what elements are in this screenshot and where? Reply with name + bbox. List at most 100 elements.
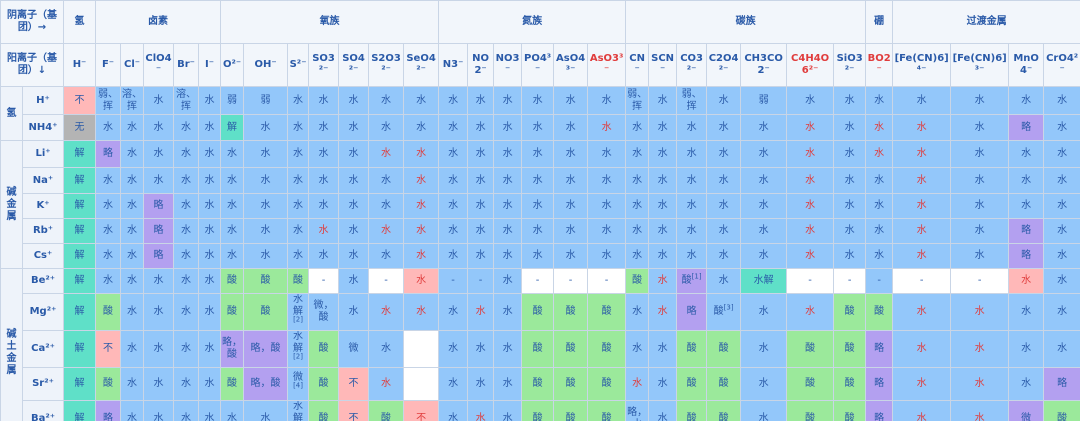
solubility-cell: 水 xyxy=(1043,86,1080,115)
solubility-cell: 水 xyxy=(625,140,650,168)
solubility-cell: 水 xyxy=(95,218,122,244)
solubility-cell: 水 xyxy=(892,140,952,168)
cation-row: Ca²⁺ 解不水水水水略，酸 略，酸 水解[2] 酸微水水水水酸酸酸水水酸酸水酸酸略水水… xyxy=(1,330,1080,368)
solubility-cell: 水 xyxy=(143,400,175,421)
solubility-cell: 水 xyxy=(706,268,742,294)
solubility-cell: 水 xyxy=(892,114,952,141)
solubility-cell: 水 xyxy=(493,243,523,269)
solubility-cell: 水 xyxy=(198,114,222,141)
solubility-cell: 水 xyxy=(706,218,742,244)
solubility-cell: 水 xyxy=(553,86,589,115)
solubility-cell: 水 xyxy=(553,114,589,141)
solubility-cell: 水 xyxy=(120,167,145,194)
solubility-cell: 水 xyxy=(198,167,222,194)
solubility-cell: 水 xyxy=(521,140,555,168)
solubility-cell: 水 xyxy=(950,243,1010,269)
solubility-cell: 水 xyxy=(1008,268,1045,294)
solubility-cell: 水 xyxy=(403,293,440,331)
solubility-cell: 酸 xyxy=(220,268,245,294)
solubility-cell: 水 xyxy=(648,86,678,115)
solubility-cell: 酸 xyxy=(706,400,742,421)
solubility-cell: 水 xyxy=(287,114,310,141)
solubility-cell: 水 xyxy=(1008,167,1045,194)
solubility-cell: 水 xyxy=(403,140,440,168)
solubility-cell: 水 xyxy=(648,243,678,269)
solubility-cell: 水 xyxy=(368,293,405,331)
solubility-cell: 水 xyxy=(287,167,310,194)
solubility-cell: 水 xyxy=(403,114,440,141)
solubility-cell: 水 xyxy=(740,167,788,194)
solubility-cell: 水 xyxy=(243,193,289,219)
cation-row: Ba²⁺解略水水水水水水水解[2]酸不酸不水水水酸酸酸略，水水酸酸水酸酸略水水微… xyxy=(1,400,1080,421)
solubility-cell: 水 xyxy=(786,218,835,244)
solubility-cell: 水 xyxy=(1043,268,1080,294)
solubility-cell: 水 xyxy=(950,140,1010,168)
solubility-cell: 水 xyxy=(403,86,440,115)
solubility-cell: 水 xyxy=(786,167,835,194)
anion: H⁻ xyxy=(63,43,97,87)
solubility-cell: 水 xyxy=(892,167,952,194)
solubility-cell: 水 xyxy=(143,293,175,331)
solubility-cell: 水 xyxy=(833,218,867,244)
solubility-cell: 水 xyxy=(467,167,495,194)
solubility-cell: 水 xyxy=(308,218,340,244)
solubility-cell: 水 xyxy=(493,367,523,401)
solubility-cell: 水 xyxy=(120,400,145,421)
solubility-cell: 水 xyxy=(706,193,742,219)
solubility-cell: 水 xyxy=(493,268,523,294)
solubility-cell: 水 xyxy=(833,243,867,269)
solubility-cell: 水 xyxy=(243,243,289,269)
solubility-cell: 水 xyxy=(198,330,222,368)
solubility-cell: 水 xyxy=(1043,140,1080,168)
anion: BO2⁻ xyxy=(865,43,894,87)
solubility-cell: 酸 xyxy=(706,367,742,401)
solubility-cell: 水 xyxy=(553,193,589,219)
solubility-cell: 水 xyxy=(676,140,708,168)
solubility-cell: 水 xyxy=(493,218,523,244)
cation-row: Sr²⁺ 解酸水水水水酸略，酸 微[4] 酸不水水水水酸酸酸水水酸酸水酸酸略水水水略 xyxy=(1,367,1080,401)
solubility-cell: 水 xyxy=(308,167,340,194)
solubility-cell: 酸 xyxy=(786,367,835,401)
solubility-cell: 略 xyxy=(865,330,894,368)
solubility-cell: 水 xyxy=(173,167,200,194)
solubility-cell: 水 xyxy=(892,243,952,269)
solubility-cell: 水 xyxy=(368,114,405,141)
solubility-cell: 水 xyxy=(467,193,495,219)
solubility-cell: 水 xyxy=(706,167,742,194)
solubility-cell: 水 xyxy=(676,193,708,219)
solubility-cell: 水 xyxy=(892,86,952,115)
solubility-cell: 解 xyxy=(63,400,97,421)
cation: Na⁺ xyxy=(21,167,65,194)
anion: CN⁻ xyxy=(625,43,650,87)
solubility-cell: 酸 xyxy=(220,367,245,401)
solubility-cell: - xyxy=(786,268,835,294)
solubility-cell: 弱、挥 xyxy=(676,86,708,115)
anion: OH⁻ xyxy=(243,43,289,87)
solubility-cell: 水 xyxy=(467,243,495,269)
solubility-cell: 水 xyxy=(648,268,678,294)
solubility-cell: 水 xyxy=(1043,330,1080,368)
solubility-cell: 水 xyxy=(403,243,440,269)
solubility-cell: 水 xyxy=(950,218,1010,244)
solubility-cell: 略 xyxy=(1008,114,1045,141)
solubility-cell: 水解[2] xyxy=(287,293,310,331)
solubility-cell: 水 xyxy=(833,167,867,194)
cation-row: NH4⁺ 无水水水水水解水水水水水水水水水水水水水水水水水水水水水水略水 xyxy=(1,114,1080,141)
solubility-cell: 水 xyxy=(243,167,289,194)
solubility-cell: 水 xyxy=(143,268,175,294)
solubility-cell: 略 xyxy=(1008,243,1045,269)
solubility-cell: 酸 xyxy=(95,293,122,331)
solubility-cell: 水 xyxy=(740,400,788,421)
solubility-cell: 酸 xyxy=(587,400,627,421)
solubility-cell: 水 xyxy=(648,193,678,219)
cation: Rb⁺ xyxy=(21,218,65,244)
solubility-cell: 水 xyxy=(950,330,1010,368)
solubility-cell: 酸 xyxy=(676,400,708,421)
anion: C4H4O6²⁻ xyxy=(786,43,835,87)
solubility-cell: 水 xyxy=(587,114,627,141)
solubility-cell: 水 xyxy=(287,86,310,115)
solubility-cell: 解 xyxy=(63,367,97,401)
solubility-cell: 水 xyxy=(493,86,523,115)
solubility-cell: 酸[3] xyxy=(706,293,742,331)
solubility-cell: 水 xyxy=(143,367,175,401)
